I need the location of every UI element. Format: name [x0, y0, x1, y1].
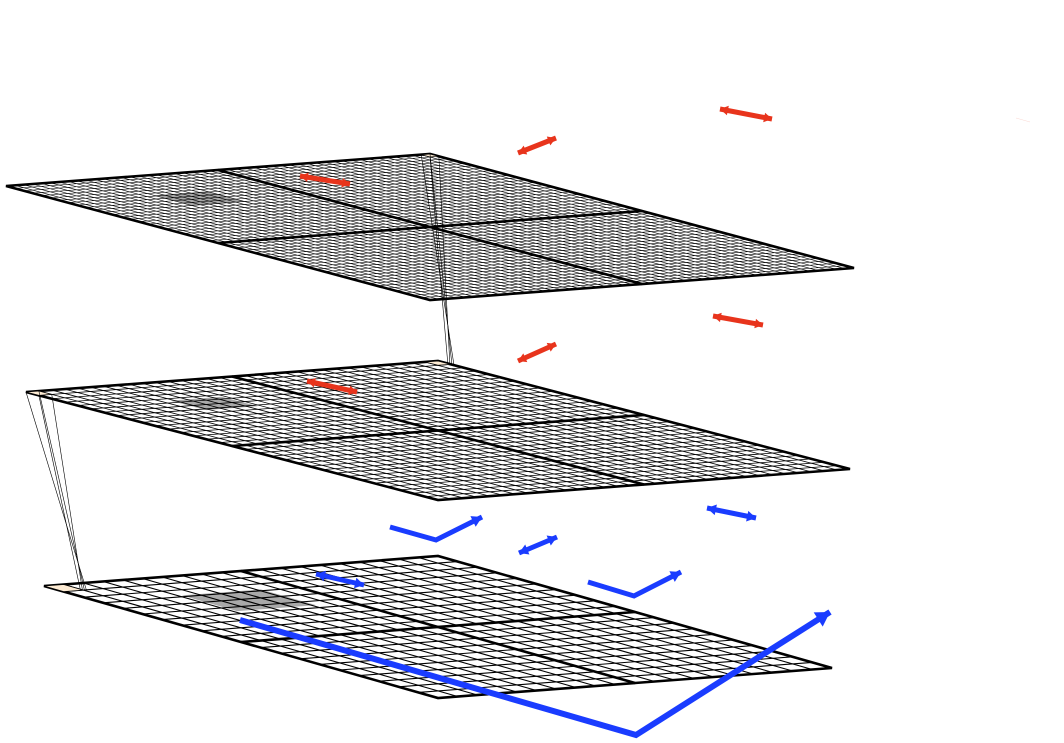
grid-border — [43, 554, 833, 700]
panel-divider — [217, 209, 643, 245]
red-interface-arrow-head — [754, 318, 763, 329]
blue-interface-arrow-head — [354, 577, 364, 589]
red-interface-arrow-head — [518, 353, 528, 363]
blue-interface-arrow-head — [707, 504, 717, 516]
blue-interface-arrow-head — [519, 544, 530, 555]
panel-divider — [231, 413, 645, 448]
red-interface-arrow — [299, 173, 351, 187]
grid-layers — [5, 152, 855, 700]
grid-level-medium — [25, 359, 851, 502]
grid-level-fine — [5, 152, 855, 302]
grid-border — [25, 359, 851, 502]
red-interface-arrow — [719, 106, 773, 122]
red-interface-arrow — [1015, 117, 1031, 123]
red-interface-arrow-head — [720, 105, 729, 116]
red-interface-arrow-head — [713, 312, 722, 323]
level-connector-line — [51, 394, 83, 591]
highlighted-cell-block — [181, 589, 316, 612]
level-connector-line — [438, 156, 451, 365]
corner-cell — [425, 360, 452, 366]
interface-arrows — [239, 105, 1031, 739]
level-connector-line — [38, 390, 85, 591]
red-interface-arrow-head — [546, 342, 556, 352]
corner-cell — [43, 584, 84, 593]
red-interface-arrow-head — [518, 145, 528, 155]
level-connector-line — [429, 157, 449, 365]
red-interface-arrow — [712, 313, 764, 328]
red-interface-arrow — [306, 378, 358, 395]
blue-interface-arrow-head — [316, 570, 326, 582]
blue-bent-arrow — [389, 514, 484, 543]
level-connector-line — [38, 395, 81, 591]
blue-interface-arrow-head — [546, 535, 557, 546]
red-interface-arrow-head — [348, 385, 357, 395]
blue-interface-arrow-head — [746, 510, 756, 522]
red-interface-arrow-head — [341, 178, 350, 188]
level-connectors — [25, 153, 455, 593]
grid-level-coarse — [43, 554, 833, 700]
blue-bent-arrow-head — [470, 516, 482, 527]
red-interface-arrow-head — [546, 136, 556, 146]
blue-bent-arrow — [587, 569, 683, 599]
grid-border — [5, 152, 855, 302]
red-interface-arrow-head — [307, 378, 316, 388]
blue-long-arrow-head — [813, 612, 830, 627]
blue-long-arrow — [239, 609, 832, 739]
red-interface-arrow-head — [763, 112, 772, 123]
red-interface-arrow-head — [300, 172, 309, 182]
blue-bent-arrow-head — [669, 571, 681, 582]
level-connector-line — [25, 391, 87, 591]
